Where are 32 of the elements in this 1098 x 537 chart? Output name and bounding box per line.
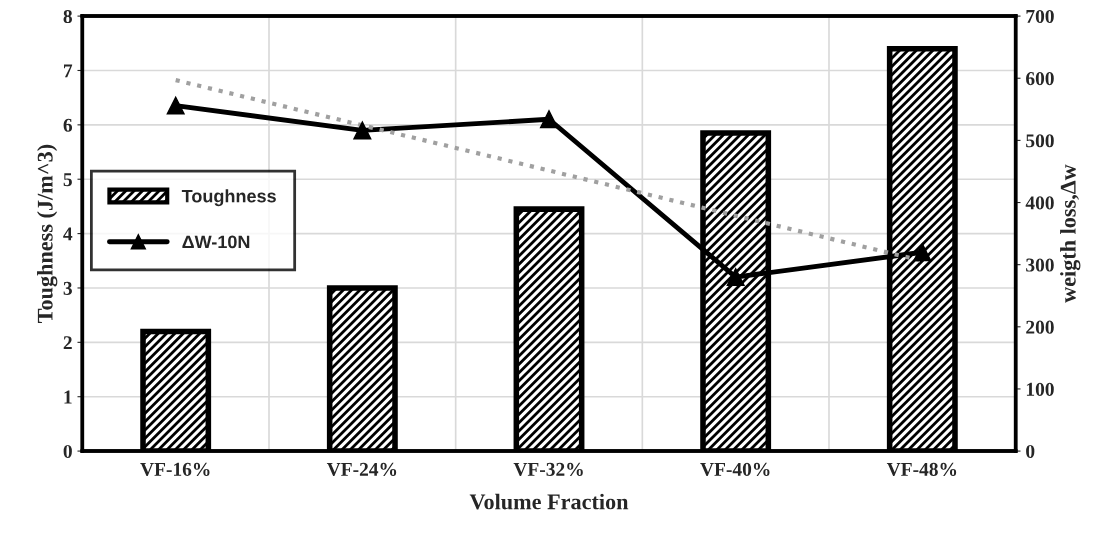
y-axis-title: Toughness (J/m^3) <box>37 144 58 323</box>
legend-label: Toughness <box>181 189 276 207</box>
x-axis-title: Volume Fraction <box>469 493 629 510</box>
x-tick-label: VF-32% <box>513 462 583 476</box>
y-tick-label: 5 <box>63 173 72 187</box>
y-tick-label: 8 <box>63 9 72 24</box>
y-tick-label: 1 <box>64 390 72 404</box>
point <box>913 243 932 262</box>
y-tick-label: 0 <box>63 444 72 459</box>
x-tick-label: VF-16% <box>140 462 210 476</box>
y-tick-label: 4 <box>63 227 73 241</box>
y2-tick-label: 400 <box>1025 196 1054 210</box>
x-tick-label: VF-24% <box>326 462 397 476</box>
y2-tick-label: 100 <box>1026 382 1054 396</box>
point <box>166 96 185 115</box>
y-tick-label: 7 <box>64 64 73 78</box>
y2-tick-label: 500 <box>1026 134 1054 148</box>
y-tick-label: 6 <box>63 118 73 132</box>
y2-axis-title: weigth loss,Δw <box>1060 164 1081 303</box>
legend-label: ΔW-10N <box>182 235 250 249</box>
x-tick-label: VF-48% <box>886 462 957 476</box>
point <box>353 121 372 140</box>
point <box>726 268 745 287</box>
y2-tick-label: 0 <box>1026 444 1035 459</box>
y-tick-label: 3 <box>63 281 72 295</box>
y2-tick-label: 700 <box>1026 9 1054 24</box>
point <box>539 110 559 129</box>
y2-tick-label: 600 <box>1026 72 1054 86</box>
y2-tick-label: 300 <box>1026 258 1054 272</box>
y2-tick-label: 200 <box>1026 320 1054 334</box>
y-tick-label: 2 <box>63 336 72 350</box>
x-tick-label: VF-40% <box>700 462 770 476</box>
